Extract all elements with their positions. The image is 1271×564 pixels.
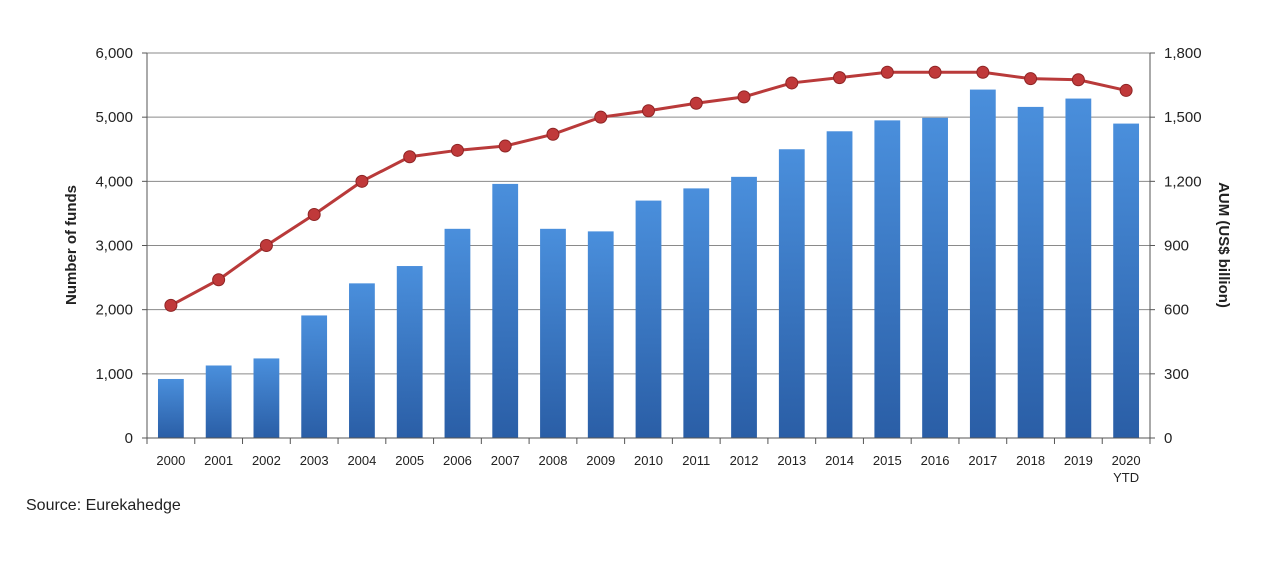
y-axis-right-title: AUM (US$ billion)	[1215, 182, 1232, 308]
bar	[969, 89, 996, 438]
bar	[731, 176, 757, 438]
bar	[492, 183, 519, 438]
aum-point	[785, 76, 799, 90]
aum-point	[594, 110, 608, 124]
bar	[1113, 123, 1140, 438]
aum-point	[259, 239, 273, 252]
bar	[444, 228, 471, 438]
y-right-tick-label: 1,800	[1164, 45, 1202, 62]
bar	[301, 315, 328, 438]
y-left-tick-label: 1,000	[95, 366, 133, 383]
bar	[826, 131, 853, 439]
x-tick-label: 2006	[443, 453, 472, 468]
x-tick-label: 2018	[1016, 453, 1045, 468]
x-tick-label: 2000	[156, 453, 185, 468]
aum-point	[1119, 83, 1133, 97]
aum-point	[164, 298, 178, 312]
y-left-tick-label: 5,000	[95, 109, 133, 126]
x-tick-label: 2010	[634, 453, 663, 468]
aum-point	[1071, 73, 1085, 87]
y-left-tick-label: 4,000	[95, 173, 133, 190]
y-left-tick-label: 6,000	[95, 45, 133, 62]
x-tick-label: 2020	[1112, 453, 1141, 468]
source-note: Source: Eurekahedge	[26, 497, 181, 514]
y-right-tick-label: 900	[1164, 238, 1189, 255]
x-tick-label: 2001	[204, 453, 233, 468]
bar	[157, 378, 184, 438]
y-right-tick-label: 1,500	[1164, 109, 1202, 126]
aum-point	[976, 65, 990, 79]
x-tick-label: 2014	[825, 453, 854, 468]
aum-point	[355, 174, 369, 188]
bar	[349, 283, 375, 438]
y-right-tick-label: 0	[1164, 430, 1172, 447]
bar	[635, 200, 662, 438]
bar	[922, 117, 948, 438]
aum-point	[212, 273, 226, 287]
x-tick-label: 2009	[586, 453, 615, 468]
aum-point	[689, 96, 703, 110]
aum-point	[1024, 72, 1038, 86]
x-tick-label: 2005	[395, 453, 424, 468]
x-tick-label: 2011	[682, 453, 710, 468]
bar	[1065, 98, 1092, 438]
aum-point	[403, 150, 417, 164]
y-right-tick-label: 300	[1164, 366, 1189, 383]
aum-point	[737, 90, 751, 104]
x-tick-label: 2012	[730, 453, 759, 468]
y-right-tick-label: 600	[1164, 302, 1189, 319]
x-tick-label: 2004	[347, 453, 376, 468]
aum-point	[833, 71, 847, 85]
aum-point	[880, 65, 894, 79]
x-tick-label: 2013	[777, 453, 806, 468]
y-left-tick-label: 0	[125, 430, 133, 447]
y-left-tick-label: 3,000	[95, 238, 133, 255]
bar	[683, 188, 710, 438]
y-left-tick-label: 2,000	[95, 302, 133, 319]
x-tick-label: 2003	[300, 453, 329, 468]
aum-point	[546, 127, 560, 141]
bar	[396, 266, 423, 438]
bar	[540, 228, 566, 438]
x-tick-label: 2016	[921, 453, 950, 468]
x-tick-label: 2002	[252, 453, 281, 468]
x-tick-label: 2007	[491, 453, 520, 468]
x-tick-label: 2017	[968, 453, 997, 468]
x-tick-label: 2019	[1064, 453, 1093, 468]
x-tick-label: 2015	[873, 453, 902, 468]
bar	[253, 358, 280, 438]
bar	[778, 149, 805, 438]
y-axis-left-title: Number of funds	[63, 185, 80, 305]
x-tick-sublabel: YTD	[1113, 470, 1139, 485]
bar	[205, 365, 232, 438]
aum-point	[450, 143, 464, 157]
aum-point	[307, 207, 321, 221]
y-right-tick-label: 1,200	[1164, 173, 1202, 190]
bar	[1017, 106, 1044, 439]
bar	[874, 120, 901, 438]
aum-point	[928, 65, 942, 79]
aum-point	[498, 139, 512, 153]
bar	[587, 231, 614, 438]
x-tick-label: 2008	[539, 453, 568, 468]
aum-point	[642, 104, 655, 118]
